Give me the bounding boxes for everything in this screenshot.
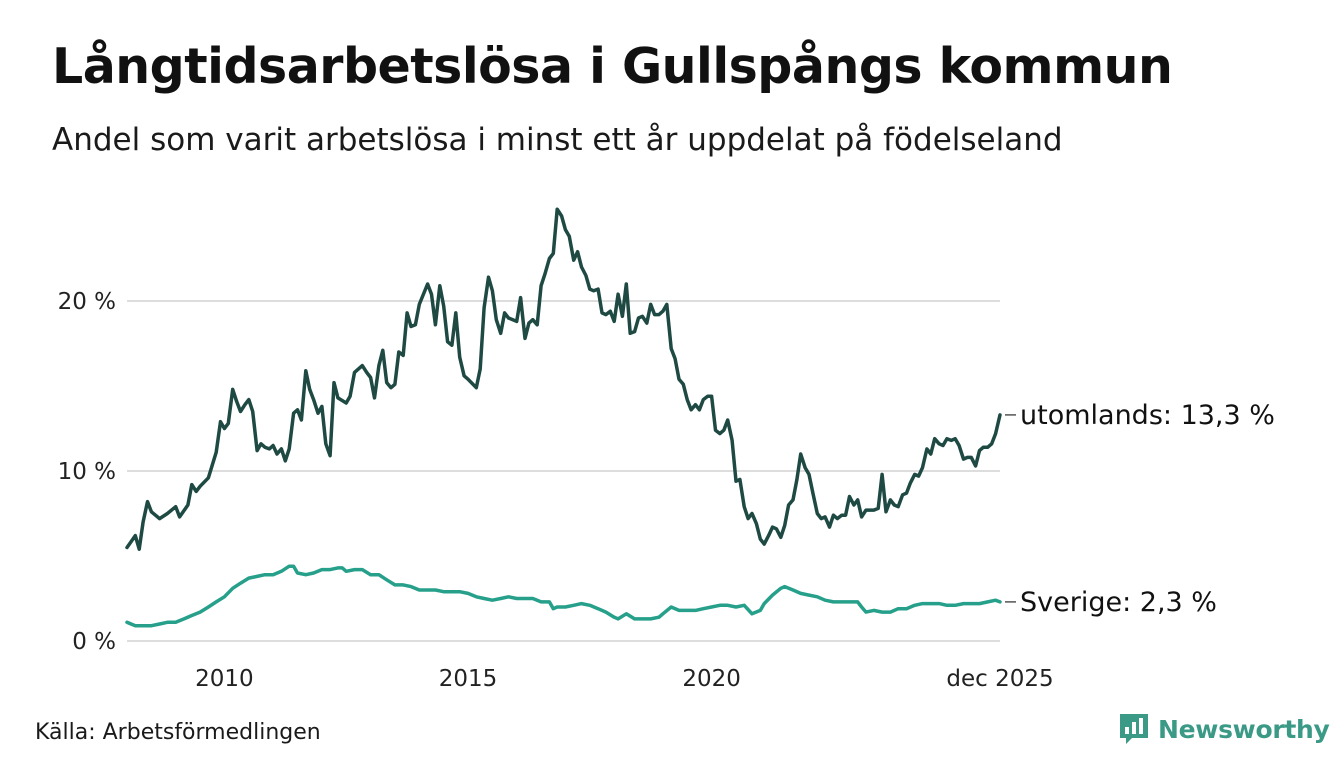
- end-label-sverige: Sverige: 2,3 %: [1020, 587, 1217, 618]
- y-tick-label: 0 %: [72, 629, 116, 655]
- y-tick-label: 20 %: [58, 289, 116, 315]
- series-line-utomlands: [125, 207, 1002, 551]
- end-label-utomlands: utomlands: 13,3 %: [1020, 400, 1275, 431]
- x-tick-label: 2015: [439, 666, 498, 692]
- chart-title: Långtidsarbetslösa i Gullspångs kommun: [52, 38, 1173, 95]
- line-chart: 0 % 10 % 20 % 2010 2015 2020 dec 2025 utomlands…: [58, 207, 1275, 692]
- y-tick-label: 10 %: [58, 459, 116, 485]
- chart-subtitle: Andel som varit arbetslösa i minst ett å…: [52, 122, 1063, 158]
- x-tick-label: 2010: [195, 666, 254, 692]
- brand-name: Newsworthy: [1158, 714, 1330, 744]
- source-note: Källa: Arbetsförmedlingen: [35, 720, 321, 745]
- series-line-sverige: [125, 564, 1002, 628]
- brand-logo[interactable]: Newsworthy: [1118, 712, 1330, 746]
- newsworthy-icon: [1120, 714, 1148, 744]
- x-tick-label: dec 2025: [946, 666, 1053, 692]
- x-tick-label: 2020: [682, 666, 741, 692]
